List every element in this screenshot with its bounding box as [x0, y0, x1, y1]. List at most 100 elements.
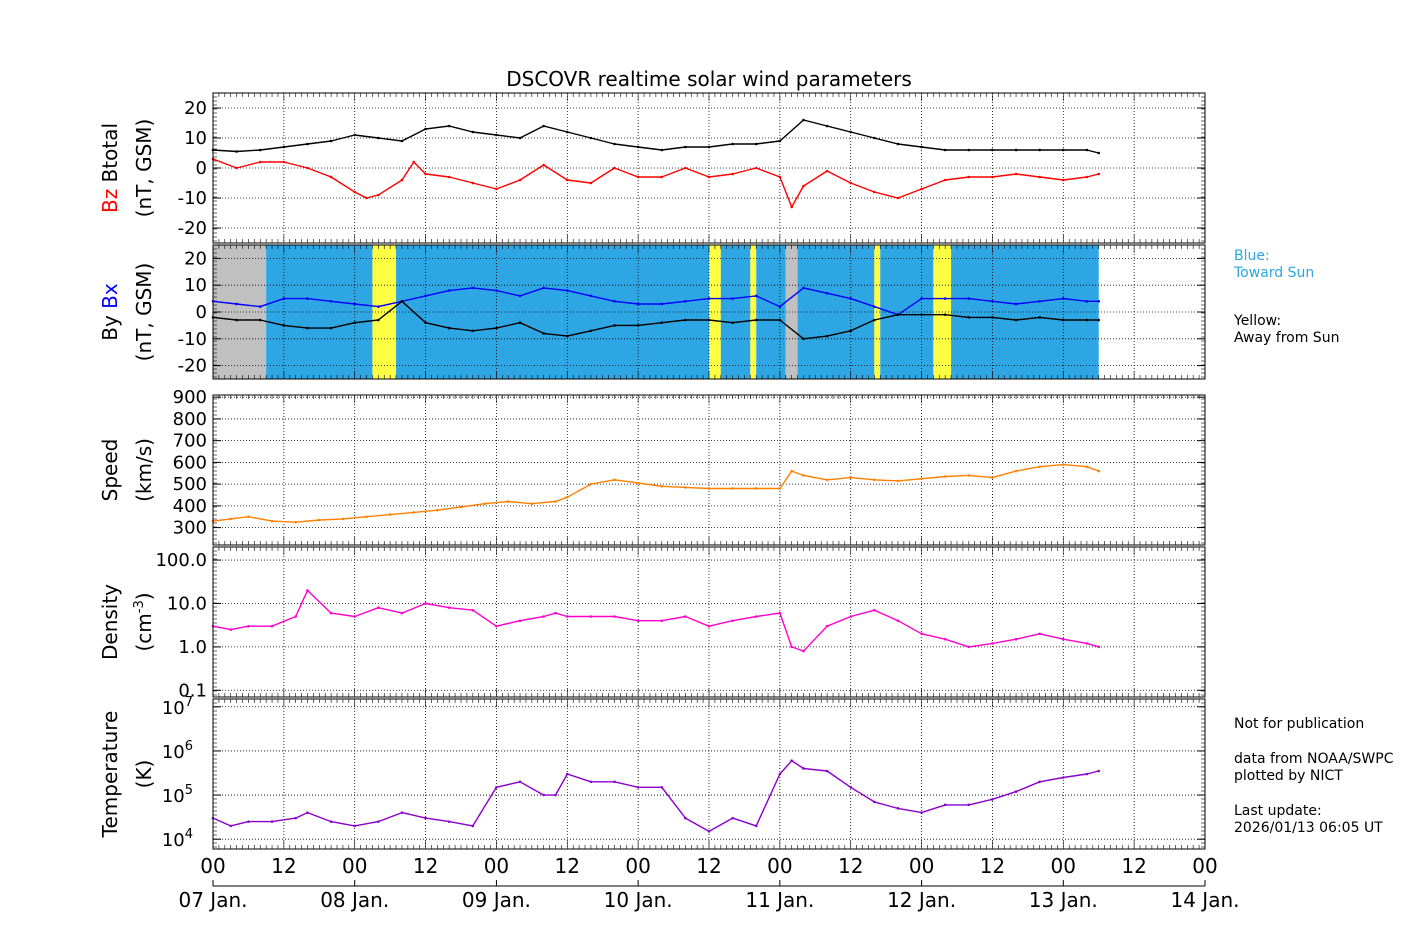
y-tick-label: 10 — [184, 275, 207, 296]
y-axis-label-name: Density — [98, 584, 122, 660]
data-point-btotal — [542, 124, 545, 128]
data-point-density — [247, 624, 250, 628]
data-point-bx — [991, 299, 994, 303]
data-source-note: data from NOAA/SWPC plotted by NICT — [1234, 751, 1393, 785]
x-hour-tick-label: 00 — [342, 854, 367, 878]
data-point-bz — [778, 175, 782, 179]
data-point-bz — [412, 160, 416, 164]
data-point-speed — [849, 476, 853, 479]
data-point-bx — [1038, 299, 1041, 303]
data-point-speed — [436, 508, 439, 512]
data-point-temperature — [790, 759, 793, 763]
imf-sector-band — [213, 245, 267, 379]
data-point-temperature — [825, 769, 829, 773]
data-point-bz — [447, 175, 451, 179]
x-hour-tick-label: 12 — [980, 854, 1005, 878]
legend-away-from-sun: Yellow: Away from Sun — [1234, 313, 1339, 347]
data-point-btotal — [1014, 148, 1018, 152]
data-point-by — [565, 334, 569, 338]
data-point-bx — [353, 302, 357, 306]
data-point-by — [424, 321, 427, 325]
data-point-by — [802, 337, 805, 341]
data-point-btotal — [943, 148, 947, 152]
data-point-speed — [660, 485, 664, 488]
data-point-btotal — [1097, 151, 1101, 155]
data-point-speed — [754, 487, 758, 490]
data-point-by — [896, 313, 900, 316]
data-point-bz — [636, 175, 640, 179]
data-point-bz — [542, 163, 545, 167]
data-point-by — [1014, 318, 1018, 322]
data-point-btotal — [447, 124, 451, 128]
data-point-speed — [731, 487, 734, 490]
y-tick-label: -20 — [178, 356, 207, 377]
data-point-temperature — [636, 785, 640, 789]
y-tick-label: 107 — [162, 695, 193, 719]
y-tick-label: 1.0 — [178, 637, 207, 658]
data-point-by — [825, 334, 829, 338]
data-point-by — [306, 326, 309, 330]
y-tick-label: 300 — [173, 518, 207, 539]
data-point-density — [554, 611, 557, 615]
data-point-density — [294, 615, 297, 618]
data-point-density — [518, 619, 522, 623]
imf-sector-band — [874, 245, 881, 379]
data-point-temperature — [329, 820, 333, 823]
data-point-bx — [636, 302, 640, 306]
data-point-temperature — [1038, 780, 1041, 784]
data-point-btotal — [613, 142, 616, 146]
data-point-bx — [1061, 297, 1065, 300]
data-point-density — [684, 615, 687, 618]
y-tick-label: 20 — [184, 98, 207, 119]
y-axis-label-name: Speed — [98, 439, 122, 502]
data-point-by — [258, 318, 262, 322]
data-point-bx — [873, 305, 876, 308]
data-point-bx — [447, 289, 451, 292]
panel-frame — [212, 244, 1206, 380]
note-not-for-publication: Not for publication — [1234, 716, 1365, 732]
y-tick-label: 400 — [173, 496, 207, 517]
data-point-btotal — [802, 118, 805, 122]
series-btotal — [212, 119, 1099, 154]
panel-temperature: 104 105 106 107 Temperature (K) — [98, 695, 1206, 851]
data-point-density — [1038, 632, 1041, 636]
y-axis-label-components: Bz Btotal — [98, 123, 122, 213]
data-point-speed — [613, 478, 616, 482]
data-point-bx — [825, 291, 829, 295]
data-point-by — [1097, 318, 1101, 322]
data-point-by — [377, 318, 380, 322]
data-point-speed — [943, 475, 947, 478]
data-point-bx — [424, 294, 427, 298]
x-hour-tick-label: 00 — [484, 854, 509, 878]
data-point-by — [660, 321, 664, 325]
data-point-btotal — [306, 142, 309, 146]
x-hour-tick-label: 00 — [909, 854, 934, 878]
data-point-temperature — [873, 800, 876, 804]
y-tick-label: 900 — [173, 387, 207, 408]
data-point-density — [1014, 637, 1018, 641]
y-tick-label: -10 — [178, 188, 207, 209]
data-point-density — [660, 619, 664, 623]
data-point-speed — [317, 518, 321, 522]
data-point-bx — [849, 297, 853, 300]
data-point-bx — [684, 299, 687, 303]
data-point-by — [636, 324, 640, 327]
data-point-bz — [991, 175, 994, 179]
data-point-bx — [329, 299, 333, 303]
data-point-by — [542, 332, 545, 335]
data-point-btotal — [1061, 148, 1065, 152]
data-point-btotal — [967, 148, 971, 152]
data-point-speed — [825, 478, 829, 482]
data-point-bx — [565, 289, 569, 292]
data-point-speed — [707, 487, 711, 490]
data-point-density — [790, 645, 793, 649]
data-point-temperature — [896, 807, 900, 810]
data-point-bx — [495, 289, 498, 292]
data-point-bx — [258, 305, 262, 308]
data-point-density — [896, 619, 900, 623]
note-data-source: data from NOAA/SWPC — [1234, 751, 1394, 767]
x-day-label: 08 Jan. — [320, 888, 389, 912]
data-point-bx — [589, 294, 593, 298]
data-point-temperature — [707, 830, 711, 833]
data-point-density — [967, 645, 971, 649]
